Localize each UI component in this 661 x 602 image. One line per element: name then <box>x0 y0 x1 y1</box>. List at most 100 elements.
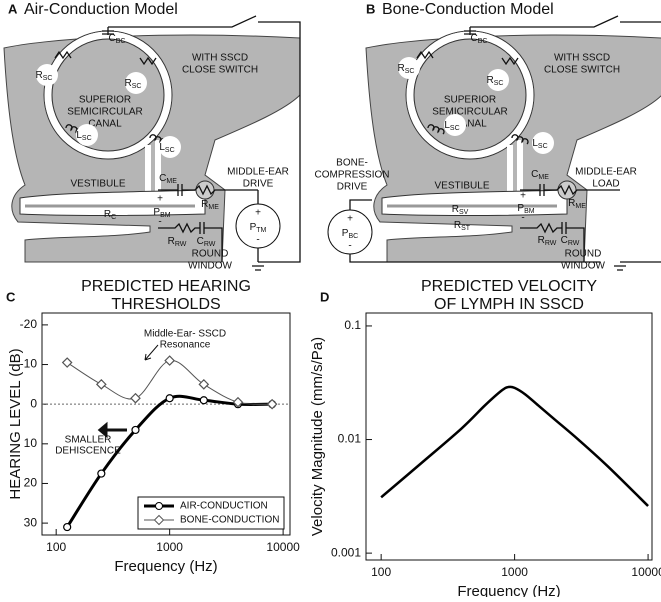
label-sub: SC <box>43 75 53 82</box>
y-axis-label: Velocity Magnitude (mm/s/Pa) <box>309 337 326 536</box>
label: LOAD <box>592 179 619 190</box>
anatomy-b <box>366 16 661 270</box>
label-main: C <box>531 169 538 180</box>
label-badge <box>76 124 98 146</box>
label-main: L <box>532 138 538 149</box>
label: DRIVE <box>243 179 274 190</box>
label-badge <box>125 72 147 94</box>
marker <box>131 425 140 435</box>
label: + <box>520 191 526 202</box>
marker <box>232 396 244 408</box>
label-main: R <box>454 220 461 231</box>
label: RRW <box>168 236 187 248</box>
label: MIDDLE-EAR <box>227 167 289 178</box>
label: LSC <box>159 142 174 154</box>
plot-frame <box>41 312 291 536</box>
label-badge <box>398 57 420 79</box>
label-sub: ME <box>166 178 177 185</box>
label: RSV <box>452 204 469 216</box>
label-main: C <box>109 33 116 44</box>
label: RME <box>201 199 219 211</box>
label-sub: RW <box>204 241 216 248</box>
label: CBC <box>471 33 488 45</box>
label: + <box>347 214 353 225</box>
label: RME <box>568 198 586 210</box>
marker <box>63 522 72 532</box>
y-tick-label: 0 <box>30 396 37 410</box>
y-tick-label: -10 <box>20 357 38 371</box>
label-main: R <box>538 235 545 246</box>
marker <box>164 355 175 366</box>
label: CLOSE SWITCH <box>182 65 258 76</box>
y-tick-label: 0.001 <box>331 545 361 559</box>
y-tick-label: 20 <box>24 476 38 490</box>
label-sub: BC <box>348 233 358 240</box>
label: VESTIBULE <box>70 179 125 190</box>
label: RC <box>104 209 116 221</box>
label-sub: RW <box>545 240 557 247</box>
label-sub: RW <box>568 240 580 247</box>
label-main: R <box>125 78 132 89</box>
label-sub: BM <box>160 212 171 219</box>
label-main: R <box>201 199 208 210</box>
marker <box>199 396 208 405</box>
label-main: P <box>250 222 257 233</box>
legend-box <box>137 496 285 530</box>
panel-title: Bone-Conduction Model <box>382 1 554 18</box>
label-main: L <box>76 130 82 141</box>
label: RST <box>454 220 471 232</box>
label-sub: BC <box>478 38 488 45</box>
marker <box>95 379 107 390</box>
label: PBM <box>153 207 170 219</box>
label-sub: SC <box>405 68 415 75</box>
label: + <box>255 208 261 219</box>
label: WITH SSCD <box>554 53 610 64</box>
label: PBC <box>342 228 358 240</box>
label: LSC <box>532 138 547 150</box>
label-sub: ME <box>575 203 586 210</box>
annotation-arrow <box>144 344 159 361</box>
label-sub: SC <box>450 125 460 132</box>
legend-label: AIR-CONDUCTION <box>180 501 268 512</box>
label-sub: TM <box>256 227 266 234</box>
label-main: C <box>471 33 478 44</box>
chart-title: PREDICTED VELOCITY <box>421 278 597 295</box>
legend-marker <box>155 502 163 510</box>
label: RSC <box>36 70 53 82</box>
label-main: R <box>36 70 43 81</box>
annotation-arrow <box>97 421 127 439</box>
label: CRW <box>561 235 580 247</box>
label-main: C <box>561 235 568 246</box>
label: - <box>348 241 351 252</box>
label: SUPERIOR <box>444 95 496 106</box>
marker <box>198 379 210 390</box>
label: CBC <box>109 33 126 45</box>
label-sub: SC <box>165 147 175 154</box>
label-main: R <box>452 204 459 215</box>
x-tick-label: 10000 <box>631 565 661 579</box>
label-main: P <box>153 207 160 218</box>
label-main: P <box>517 203 524 214</box>
label-sub: BC <box>116 38 126 45</box>
panel-label: D <box>320 289 329 304</box>
x-axis-label: Frequency (Hz) <box>457 583 560 597</box>
marker <box>97 469 106 478</box>
label-sub: BM <box>524 208 535 215</box>
label: PBM <box>517 203 534 215</box>
panel-title: Air-Conduction Model <box>24 1 178 18</box>
label: CANAL <box>88 119 122 130</box>
marker <box>266 398 278 410</box>
label-sub: C <box>111 214 116 221</box>
label: ROUND <box>192 249 229 260</box>
label-main: R <box>168 236 175 247</box>
label: DRIVE <box>337 182 368 193</box>
label-main: C <box>159 173 166 184</box>
marker <box>165 394 174 403</box>
label-sub: SC <box>494 80 504 87</box>
label: COMPRESSION <box>314 170 389 181</box>
label-sub: SC <box>82 135 92 142</box>
label-badge <box>159 136 181 158</box>
label: CANAL <box>453 119 487 130</box>
x-tick-label: 1000 <box>156 540 183 554</box>
